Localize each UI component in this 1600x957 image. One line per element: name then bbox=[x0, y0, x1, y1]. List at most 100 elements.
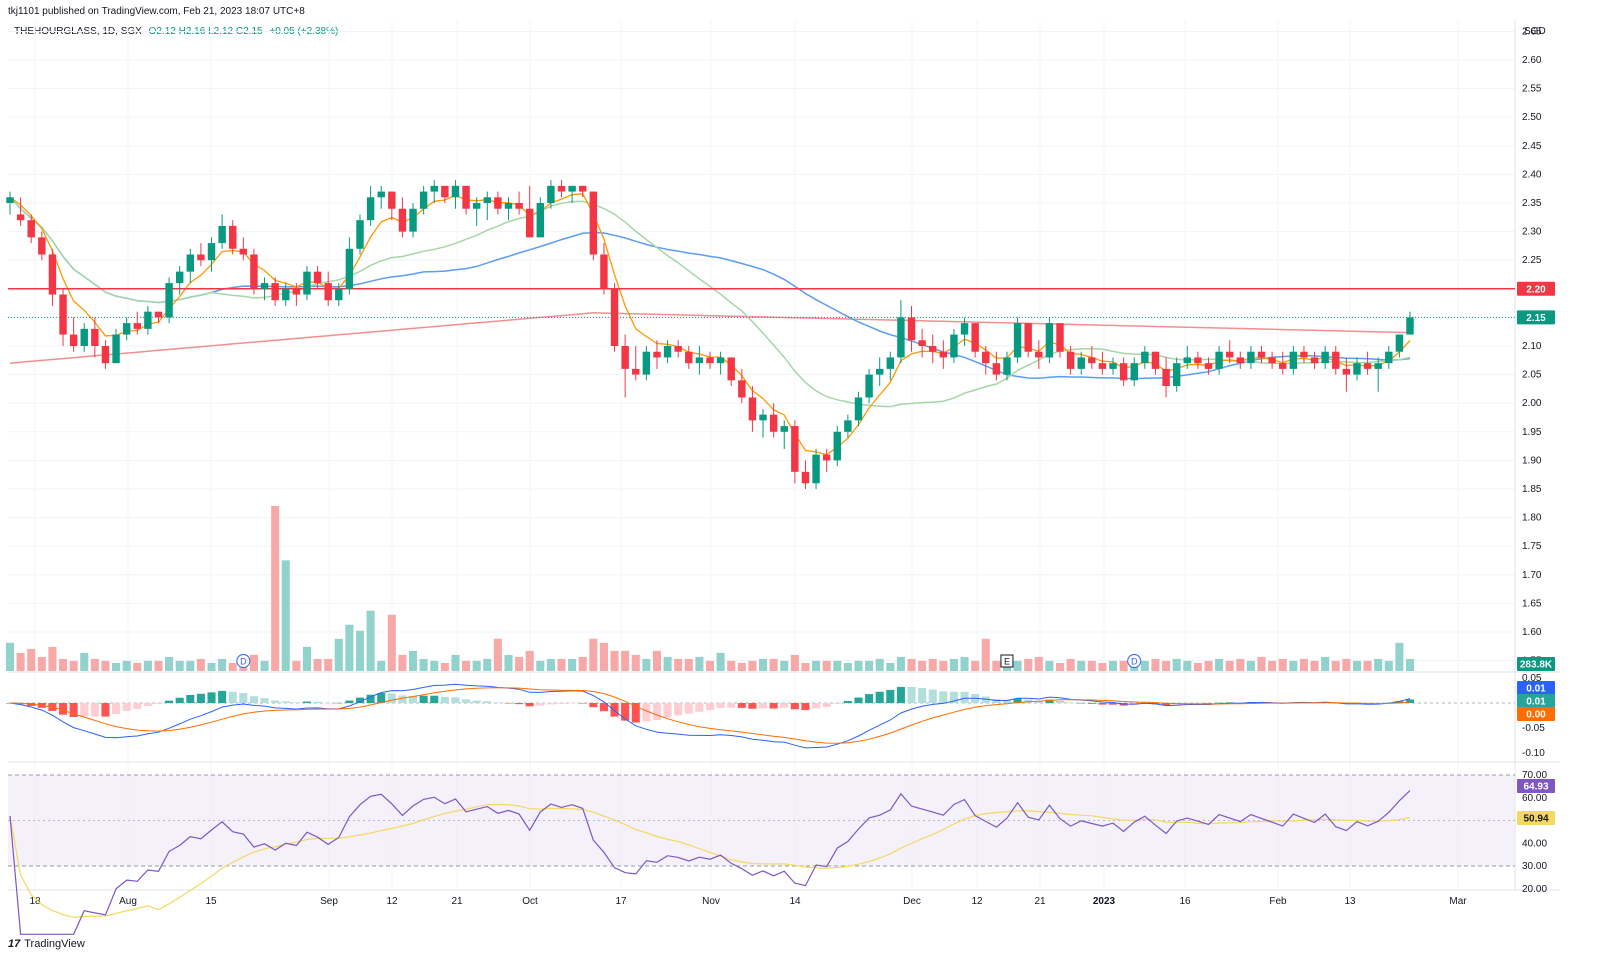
volume-last-label-bg bbox=[1517, 657, 1555, 671]
candle-body bbox=[971, 323, 979, 352]
macd-histogram-bar bbox=[886, 689, 895, 703]
candle-body bbox=[1119, 363, 1128, 381]
macd-histogram-bar bbox=[1193, 703, 1202, 704]
candle-body bbox=[1385, 351, 1393, 364]
volume-bar bbox=[546, 658, 555, 671]
candle-body bbox=[674, 346, 682, 352]
macd-histogram-bar bbox=[1055, 700, 1065, 703]
candle-body bbox=[472, 203, 481, 209]
macd-histogram-bar bbox=[896, 686, 905, 703]
candle-body bbox=[759, 414, 767, 421]
volume-bar bbox=[1299, 658, 1308, 671]
candle-body bbox=[112, 334, 120, 364]
candle-body bbox=[918, 340, 926, 346]
price-tick-label: 2.50 bbox=[1522, 112, 1542, 123]
price-tick-label: 1.60 bbox=[1522, 627, 1542, 638]
macd-histogram-bar bbox=[1002, 699, 1011, 703]
candle-body bbox=[907, 317, 916, 341]
volume-bar bbox=[1257, 656, 1266, 671]
macd-histogram-bar bbox=[281, 701, 290, 703]
candle-body bbox=[579, 185, 587, 192]
volume-bar bbox=[260, 660, 269, 671]
candle-body bbox=[324, 283, 332, 301]
candle-body bbox=[833, 431, 841, 461]
candle-body bbox=[875, 368, 884, 375]
macd-histogram-bar bbox=[1087, 703, 1096, 704]
price-tick-label: 2.05 bbox=[1522, 370, 1542, 381]
candle-body bbox=[854, 397, 863, 421]
dividend-marker-label: D bbox=[240, 657, 247, 667]
volume-bar bbox=[143, 660, 152, 671]
volume-bar bbox=[1352, 660, 1361, 671]
macd-histogram-bar bbox=[196, 693, 205, 703]
volume-bar bbox=[37, 656, 46, 671]
volume-bar bbox=[302, 646, 311, 671]
macd-histogram-bar bbox=[928, 689, 937, 703]
volume-bar bbox=[472, 660, 481, 671]
volume-bar bbox=[992, 660, 1001, 671]
candle-body bbox=[568, 185, 576, 192]
macd-histogram-bar bbox=[377, 693, 386, 703]
volume-bar bbox=[737, 662, 746, 671]
volume-bar bbox=[801, 662, 810, 671]
candle-body bbox=[1013, 323, 1022, 358]
rsi-value-label-bg bbox=[1517, 779, 1555, 793]
ma-50-line bbox=[9, 196, 1411, 380]
candle-body bbox=[1045, 323, 1054, 358]
volume-bar bbox=[1140, 660, 1149, 671]
dividend-marker-label: D bbox=[1131, 657, 1138, 667]
candle-body bbox=[250, 254, 258, 289]
candle-body bbox=[791, 426, 799, 472]
volume-bar bbox=[493, 638, 502, 671]
volume-bar bbox=[1193, 662, 1202, 671]
macd-histogram-bar bbox=[366, 694, 375, 703]
candle-body bbox=[1236, 357, 1245, 364]
candle-body bbox=[59, 294, 67, 335]
macd-histogram-bar bbox=[1395, 701, 1404, 703]
macd-histogram-bar bbox=[271, 700, 280, 703]
macd-histogram-bar bbox=[610, 703, 619, 717]
macd-value-label: 0.01 bbox=[1526, 684, 1546, 695]
macd-histogram-bar bbox=[313, 701, 322, 703]
volume-bar bbox=[504, 654, 513, 671]
volume-bar bbox=[440, 662, 449, 671]
macd-signal-value-label-bg bbox=[1517, 694, 1555, 708]
volume-bar bbox=[186, 660, 195, 671]
candle-body bbox=[1003, 357, 1011, 375]
volume-bar bbox=[334, 638, 343, 671]
candle-body bbox=[1257, 351, 1266, 358]
volume-bar bbox=[1278, 658, 1287, 671]
volume-bar bbox=[1363, 660, 1372, 671]
candle-body bbox=[409, 208, 417, 232]
volume-bar bbox=[1151, 658, 1160, 671]
macd-histogram-bar bbox=[1077, 703, 1086, 704]
volume-bar bbox=[1289, 660, 1298, 671]
macd-histogram-bar bbox=[631, 703, 640, 723]
volume-bar bbox=[812, 660, 821, 671]
macd-histogram-bar bbox=[1024, 699, 1033, 703]
macd-histogram-bar bbox=[748, 703, 757, 709]
candle-body bbox=[706, 357, 714, 364]
volume-bar bbox=[1331, 660, 1340, 671]
candle-body bbox=[38, 237, 46, 255]
volume-bar bbox=[1109, 660, 1118, 671]
volume-bar bbox=[345, 624, 354, 671]
volume-bar bbox=[960, 656, 969, 671]
volume-bar bbox=[928, 658, 937, 671]
volume-bar bbox=[525, 650, 534, 671]
candle-body bbox=[451, 185, 460, 198]
volume-bar bbox=[949, 658, 958, 671]
macd-histogram-bar bbox=[483, 701, 492, 703]
time-tick-label: 21 bbox=[1034, 896, 1046, 907]
macd-signal-value-label: 0.01 bbox=[1526, 697, 1546, 708]
macd-histogram-bar bbox=[684, 703, 693, 714]
volume-bar bbox=[154, 660, 163, 671]
rsi-ma-value-label: 50.94 bbox=[1523, 814, 1548, 825]
macd-histogram-bar bbox=[843, 700, 852, 703]
candle-body bbox=[1141, 351, 1149, 364]
volume-bar bbox=[398, 654, 407, 671]
candle-body bbox=[1395, 334, 1404, 352]
candle-body bbox=[621, 346, 629, 369]
volume-bar bbox=[589, 638, 598, 671]
